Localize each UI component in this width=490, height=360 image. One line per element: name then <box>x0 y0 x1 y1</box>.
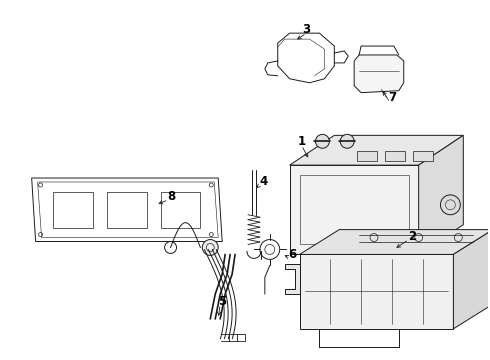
Circle shape <box>340 134 354 148</box>
Text: 6: 6 <box>289 248 297 261</box>
Bar <box>299 255 453 329</box>
Bar <box>385 151 405 161</box>
Polygon shape <box>299 230 490 255</box>
Text: 2: 2 <box>408 230 416 243</box>
Bar <box>357 151 377 161</box>
Bar <box>290 165 418 255</box>
Polygon shape <box>285 264 299 294</box>
Circle shape <box>316 134 329 148</box>
Text: 1: 1 <box>297 135 306 148</box>
Text: 3: 3 <box>302 23 311 36</box>
Polygon shape <box>354 55 404 93</box>
Text: 5: 5 <box>218 294 226 307</box>
Bar <box>299 175 409 244</box>
Bar <box>107 192 147 228</box>
Polygon shape <box>32 178 222 242</box>
Bar <box>53 192 93 228</box>
Bar <box>413 151 433 161</box>
Polygon shape <box>290 135 464 165</box>
Polygon shape <box>418 135 464 255</box>
Bar <box>161 192 200 228</box>
Circle shape <box>202 239 218 255</box>
Text: 7: 7 <box>388 91 396 104</box>
Text: 4: 4 <box>260 175 268 189</box>
Text: 8: 8 <box>168 190 176 203</box>
Polygon shape <box>453 230 490 329</box>
